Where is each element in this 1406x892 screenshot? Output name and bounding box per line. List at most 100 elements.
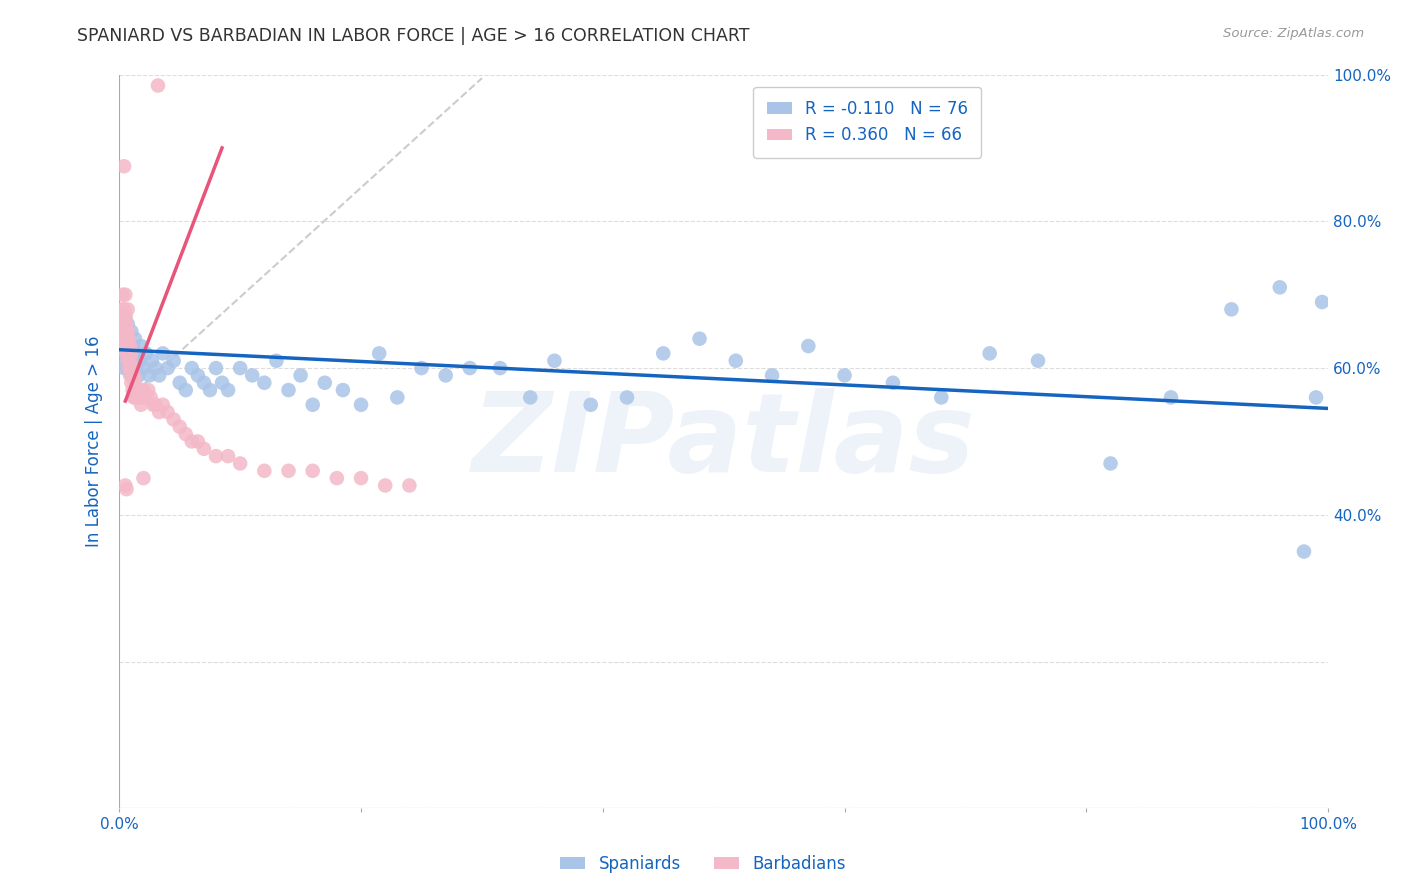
Point — [114, 310, 136, 324]
Point — [111, 324, 134, 338]
Point — [115, 353, 138, 368]
Point — [145, 361, 167, 376]
Point — [163, 353, 186, 368]
Point — [112, 361, 135, 376]
Point — [187, 434, 209, 449]
Point — [117, 353, 139, 368]
Point — [120, 368, 142, 383]
Point — [253, 376, 276, 390]
Point — [616, 391, 638, 405]
Point — [122, 391, 145, 405]
Point — [114, 339, 136, 353]
Point — [169, 419, 191, 434]
Point — [193, 442, 215, 456]
Point — [120, 368, 142, 383]
Point — [129, 398, 152, 412]
Point — [519, 391, 541, 405]
Point — [979, 346, 1001, 360]
Point — [253, 464, 276, 478]
Point — [198, 383, 221, 397]
Point — [174, 427, 197, 442]
Point — [761, 368, 783, 383]
Point — [387, 391, 409, 405]
Point — [118, 346, 141, 360]
Point — [114, 346, 136, 360]
Point — [145, 398, 167, 412]
Point — [128, 368, 150, 383]
Point — [1220, 302, 1243, 317]
Point — [117, 317, 139, 331]
Point — [163, 412, 186, 426]
Point — [120, 324, 142, 338]
Point — [217, 449, 239, 463]
Point — [797, 339, 820, 353]
Point — [141, 353, 163, 368]
Point — [136, 383, 159, 397]
Point — [121, 339, 143, 353]
Point — [114, 478, 136, 492]
Point — [111, 317, 134, 331]
Legend: R = -0.110   N = 76, R = 0.360   N = 66: R = -0.110 N = 76, R = 0.360 N = 66 — [754, 87, 981, 158]
Point — [114, 310, 136, 324]
Point — [118, 332, 141, 346]
Point — [266, 353, 288, 368]
Point — [1292, 544, 1315, 558]
Point — [1305, 391, 1327, 405]
Point — [187, 368, 209, 383]
Point — [240, 368, 263, 383]
Point — [127, 346, 149, 360]
Point — [117, 324, 139, 338]
Point — [122, 353, 145, 368]
Point — [118, 339, 141, 353]
Point — [120, 361, 142, 376]
Point — [124, 376, 146, 390]
Point — [434, 368, 457, 383]
Point — [118, 361, 141, 376]
Point — [114, 287, 136, 301]
Point — [689, 332, 711, 346]
Point — [120, 376, 142, 390]
Point — [1026, 353, 1049, 368]
Point — [180, 434, 202, 449]
Point — [114, 324, 136, 338]
Point — [152, 346, 174, 360]
Point — [205, 361, 228, 376]
Text: SPANIARD VS BARBADIAN IN LABOR FORCE | AGE > 16 CORRELATION CHART: SPANIARD VS BARBADIAN IN LABOR FORCE | A… — [77, 27, 749, 45]
Point — [211, 376, 233, 390]
Point — [138, 368, 160, 383]
Point — [1099, 457, 1122, 471]
Point — [112, 324, 135, 338]
Point — [314, 376, 336, 390]
Point — [115, 317, 138, 331]
Point — [112, 317, 135, 331]
Point — [350, 471, 373, 485]
Point — [125, 361, 148, 376]
Point — [229, 457, 252, 471]
Point — [169, 376, 191, 390]
Point — [132, 383, 155, 397]
Point — [180, 361, 202, 376]
Point — [132, 361, 155, 376]
Point — [301, 398, 323, 412]
Point — [132, 471, 155, 485]
Point — [301, 464, 323, 478]
Point — [128, 391, 150, 405]
Point — [142, 398, 165, 412]
Text: ZIPatlas: ZIPatlas — [472, 388, 976, 495]
Point — [115, 332, 138, 346]
Point — [117, 361, 139, 376]
Point — [174, 383, 197, 397]
Point — [121, 383, 143, 397]
Point — [205, 449, 228, 463]
Point — [111, 302, 134, 317]
Point — [1160, 391, 1182, 405]
Point — [458, 361, 481, 376]
Point — [332, 383, 354, 397]
Point — [929, 391, 952, 405]
Point — [128, 383, 150, 397]
Point — [724, 353, 747, 368]
Point — [121, 361, 143, 376]
Point — [374, 478, 396, 492]
Point — [125, 383, 148, 397]
Point — [1310, 295, 1333, 310]
